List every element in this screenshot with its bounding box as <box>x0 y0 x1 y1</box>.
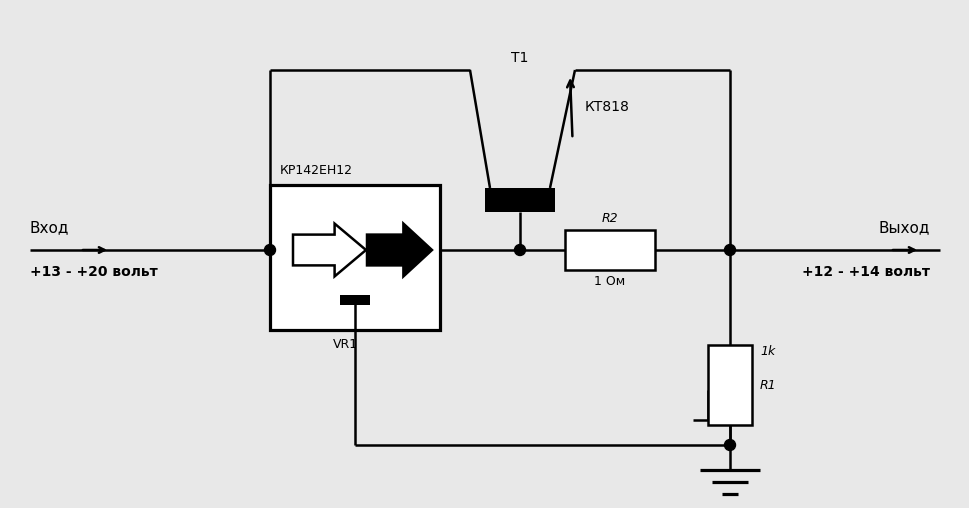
Text: КР142ЕН12: КР142ЕН12 <box>280 164 353 177</box>
Bar <box>484 188 554 212</box>
Text: КТ818: КТ818 <box>584 100 629 114</box>
Circle shape <box>514 244 525 256</box>
Text: R2: R2 <box>601 212 617 225</box>
Text: Выход: Выход <box>878 220 929 235</box>
Bar <box>340 295 369 305</box>
Text: VR1: VR1 <box>332 338 358 351</box>
Text: R1: R1 <box>760 378 776 392</box>
Circle shape <box>265 244 275 256</box>
Circle shape <box>724 439 735 451</box>
Circle shape <box>724 244 735 256</box>
Polygon shape <box>293 224 365 276</box>
Bar <box>269 185 440 330</box>
Polygon shape <box>366 224 431 276</box>
Text: +12 - +14 вольт: +12 - +14 вольт <box>801 265 929 279</box>
Bar <box>707 345 751 425</box>
Bar <box>564 230 654 270</box>
Text: Т1: Т1 <box>511 51 528 65</box>
Text: 1 Ом: 1 Ом <box>594 275 625 288</box>
Text: Вход: Вход <box>30 220 70 235</box>
Text: +13 - +20 вольт: +13 - +20 вольт <box>30 265 158 279</box>
Text: 1k: 1k <box>760 345 774 358</box>
